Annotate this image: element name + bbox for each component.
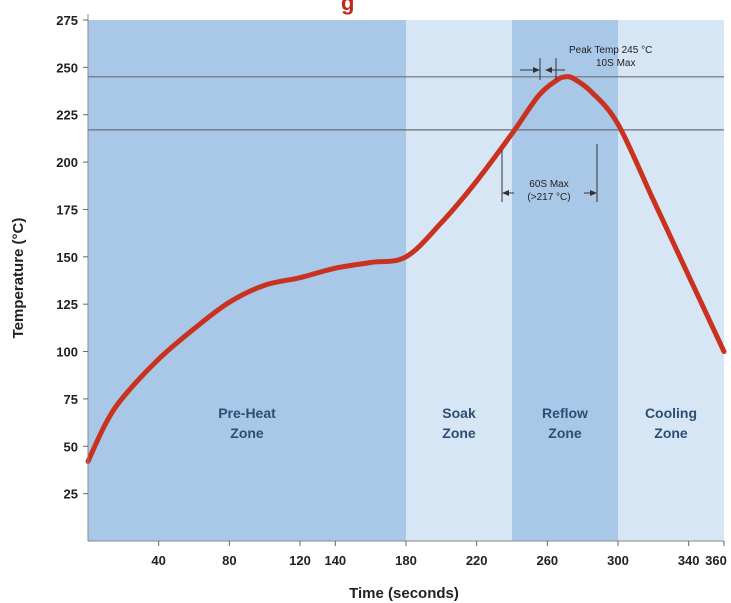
y-axis-title: Temperature (°C) <box>10 218 27 339</box>
x-axis-title: Time (seconds) <box>349 585 459 602</box>
reference-lines-layer <box>88 76 724 131</box>
window-label-bg <box>514 175 584 205</box>
x-tick-label: 220 <box>466 553 488 568</box>
peak-arrow-right-head <box>545 67 552 73</box>
zone-band <box>406 20 512 541</box>
zone-label-line1: Soak <box>442 405 476 421</box>
x-tick-label: 340 <box>678 553 700 568</box>
x-tick-label: 260 <box>536 553 558 568</box>
zone-label-line1: Cooling <box>645 405 697 421</box>
zone-label-line2: Zone <box>230 425 264 441</box>
y-tick-label: 150 <box>56 250 78 265</box>
y-tick-label: 200 <box>56 155 78 170</box>
curve-layer <box>85 74 727 464</box>
annotations-layer: Peak Temp 245 °C 10S Max 60S Max (>217 °… <box>501 45 652 205</box>
window-arrow-left-head <box>502 190 509 196</box>
x-tick-label: 80 <box>222 553 236 568</box>
zones-layer <box>88 20 724 541</box>
y-tick-label: 250 <box>56 60 78 75</box>
x-tick-label: 300 <box>607 553 629 568</box>
y-tick-label: 125 <box>56 297 78 312</box>
peak-annotation-line1: Peak Temp 245 °C <box>569 45 652 56</box>
zone-label-line2: Zone <box>548 425 582 441</box>
window-annotation-line2: (>217 °C) <box>527 192 570 203</box>
zone-labels-layer: Pre-Heat Zone Soak Zone Reflow Zone Cooling Zon… <box>218 405 697 441</box>
x-tick-label: 140 <box>324 553 346 568</box>
y-tick-label: 50 <box>64 439 78 454</box>
x-tick-label: 180 <box>395 553 417 568</box>
zone-label-line1: Reflow <box>542 405 588 421</box>
window-annotation-line1: 60S Max <box>529 179 568 190</box>
y-tick-label: 275 <box>56 13 78 28</box>
peak-annotation-line2: 10S Max <box>596 58 635 69</box>
zone-band <box>618 20 724 541</box>
x-tick-label: 360 <box>705 553 727 568</box>
zone-band <box>512 20 618 541</box>
zone-label-line2: Zone <box>654 425 688 441</box>
zone-label-line1: Pre-Heat <box>218 405 276 421</box>
y-tick-label: 225 <box>56 108 78 123</box>
y-tick-label: 100 <box>56 345 78 360</box>
temperature-profile-line <box>85 74 727 464</box>
y-tick-label: 175 <box>56 202 78 217</box>
x-tick-label: 120 <box>289 553 311 568</box>
window-arrow-right-head <box>590 190 597 196</box>
y-tick-label: 25 <box>64 487 78 502</box>
peak-arrow-left-head <box>533 67 540 73</box>
chart-title-fragment: g <box>341 0 354 15</box>
x-tick-label: 40 <box>151 553 165 568</box>
y-tick-label: 75 <box>64 392 78 407</box>
ticks-layer: 25 50 75 100 125 150 175 200 225 250 275 40 80 120 140… <box>56 13 727 568</box>
zone-label-line2: Zone <box>442 425 476 441</box>
zone-band <box>88 20 406 541</box>
